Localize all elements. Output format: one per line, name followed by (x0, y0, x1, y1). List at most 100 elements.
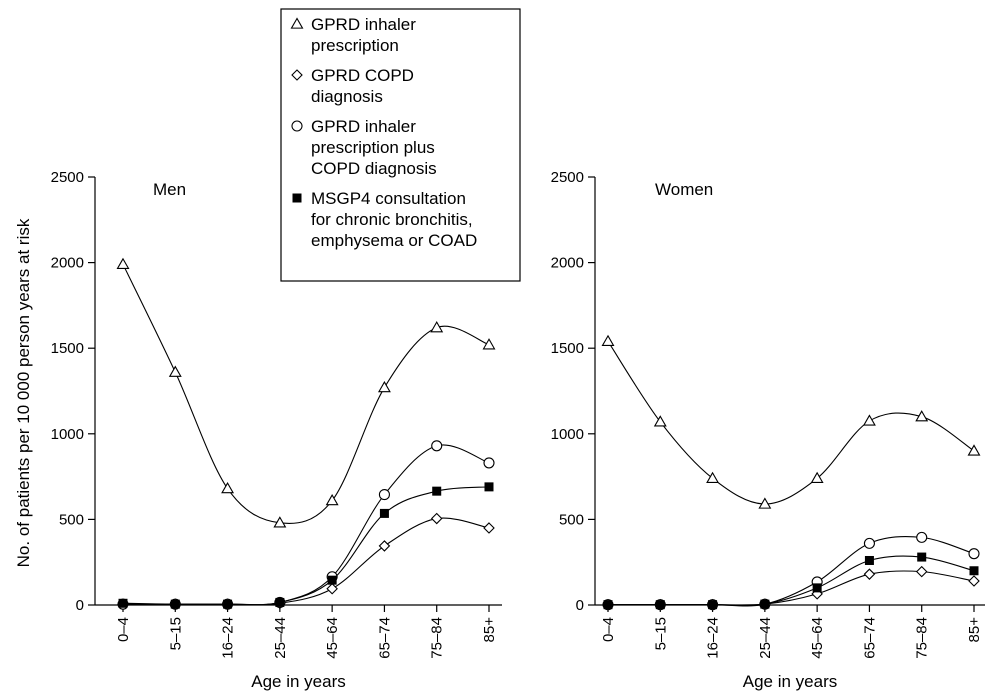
y-tick-label: 0 (76, 597, 84, 614)
legend-label: GPRD COPD (311, 66, 414, 85)
x-tick-label: 85+ (481, 617, 498, 643)
x-tick-label: 45–64 (324, 617, 341, 659)
data-point (431, 440, 443, 452)
data-point (864, 555, 874, 565)
x-tick-label: 16–24 (220, 617, 237, 659)
y-tick-label: 1000 (551, 426, 584, 443)
data-point (327, 575, 337, 585)
data-point (706, 471, 720, 483)
data-point (378, 540, 391, 552)
data-point (116, 257, 130, 269)
data-point (483, 522, 495, 534)
x-tick-label: 5–15 (652, 617, 669, 650)
data-point (275, 597, 285, 607)
legend-label: MSGP4 consultation (311, 189, 466, 208)
data-point (862, 414, 876, 426)
x-tick-label: 75–84 (429, 617, 446, 659)
series-line (123, 444, 490, 606)
data-point (118, 598, 128, 608)
series-square-filled (118, 482, 494, 609)
series-square-filled (603, 552, 979, 610)
y-tick-label: 500 (59, 511, 84, 528)
y-tick-label: 1500 (51, 340, 84, 357)
legend-label: GPRD inhaler (311, 117, 416, 136)
data-point (273, 516, 287, 528)
data-point (969, 566, 979, 576)
data-point (915, 410, 929, 422)
data-point (812, 583, 822, 593)
x-tick-label: 65–74 (861, 617, 878, 659)
data-point (379, 508, 389, 518)
legend-marker (291, 120, 303, 132)
y-tick-label: 1000 (51, 426, 84, 443)
data-point (653, 415, 667, 427)
y-tick-label: 500 (559, 511, 584, 528)
data-point (484, 482, 494, 492)
legend-label: GPRD inhaler (311, 15, 416, 34)
chart-panels: 0 500 1000 1500 2000 2500 0–4 5–15 16–24 25–44 45–… (51, 169, 985, 691)
data-point (378, 489, 390, 501)
data-point (810, 471, 824, 483)
x-tick-label: 0–4 (600, 617, 617, 642)
x-tick-label: 16–24 (705, 617, 722, 659)
data-point (967, 444, 981, 456)
data-point (601, 334, 615, 347)
data-point (915, 565, 928, 578)
data-point (482, 338, 496, 350)
x-tick-label: 5–15 (167, 617, 184, 650)
data-point (760, 599, 770, 609)
x-tick-label: 25–44 (757, 617, 774, 659)
data-point (432, 486, 442, 496)
chart-legend: GPRD inhaler prescription GPRD COPD diagnos… (280, 8, 521, 282)
data-point (483, 457, 495, 469)
legend-entry: GPRD COPD diagnosis (291, 66, 414, 106)
x-tick-label: 0–4 (115, 617, 132, 642)
legend-label: prescription plus (311, 138, 435, 157)
legend-label: emphysema or COAD (311, 231, 477, 250)
data-point (917, 552, 927, 562)
legend-box (280, 8, 521, 282)
data-point (968, 575, 980, 587)
x-tick-label: 85+ (966, 617, 983, 643)
y-tick-label: 2000 (51, 255, 84, 272)
data-point (223, 599, 233, 609)
legend-entry: GPRD inhaler prescription plus COPD diagno… (291, 117, 437, 178)
y-tick-label: 2000 (551, 255, 584, 272)
panel-title: Women (655, 180, 713, 199)
y-tick-label: 2500 (51, 169, 84, 186)
data-point (170, 599, 180, 609)
data-point (168, 365, 182, 377)
x-tick-label: 65–74 (376, 617, 393, 659)
panel-title: Men (153, 180, 186, 199)
x-tick-label: 25–44 (272, 617, 289, 659)
data-point (221, 481, 235, 494)
data-point (708, 600, 718, 610)
x-axis-label: Age in years (743, 672, 838, 691)
data-point (916, 531, 928, 543)
y-tick-label: 0 (576, 597, 584, 614)
series-circle-open (117, 440, 495, 610)
data-point (603, 600, 613, 610)
x-tick-label: 45–64 (809, 617, 826, 659)
legend-marker (291, 69, 303, 81)
series-triangle-open (601, 334, 981, 509)
legend-label: for chronic bronchitis, (311, 210, 473, 229)
chart-panel-1: 0 500 1000 1500 2000 2500 0–4 5–15 16–24 25–44 45–… (51, 169, 502, 691)
y-axis-label: No. of patients per 10 000 person years … (14, 218, 33, 567)
data-point (758, 497, 772, 509)
legend-label: diagnosis (311, 87, 383, 106)
x-axis-label: Age in years (251, 672, 346, 691)
data-point (430, 321, 444, 333)
data-point (655, 600, 665, 610)
series-line (123, 517, 490, 606)
y-tick-label: 1500 (551, 340, 584, 357)
series-line (122, 264, 490, 524)
data-point (430, 512, 443, 525)
data-point (863, 568, 876, 580)
data-point (377, 380, 391, 393)
series-line (608, 555, 975, 607)
legend-entry: GPRD inhaler prescription (290, 15, 416, 55)
legend-entry: MSGP4 consultation for chronic bronchitis… (292, 189, 477, 250)
legend-marker (290, 17, 304, 29)
